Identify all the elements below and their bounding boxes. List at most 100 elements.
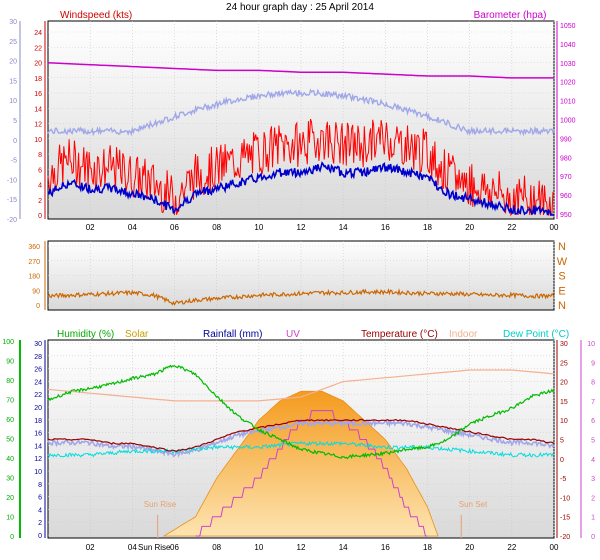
x-tick-label-bottom: 02 (86, 543, 95, 552)
rain-tick-label: 18 (34, 418, 42, 425)
baro-tick-label: 1020 (560, 80, 576, 87)
baro-tick-label: 1010 (560, 99, 576, 106)
rain-tick-label: 8 (38, 482, 42, 489)
data-series (47, 62, 555, 538)
uv-tick-label: 5 (591, 438, 595, 445)
uv-tick-label: 3 (591, 476, 595, 483)
wind-tick-label: 24 (34, 30, 42, 37)
x-tick-label-top: 00 (550, 223, 559, 232)
legend-uv: UV (286, 329, 300, 340)
wind-tick-label: 12 (34, 122, 42, 129)
temp-tick-label: 5 (560, 438, 564, 445)
x-tick-label-top: 18 (423, 223, 432, 232)
direction-tick-label: 360 (28, 244, 40, 251)
uv-tick-label: 2 (591, 495, 595, 502)
wind-outer-tick-label: 5 (13, 118, 17, 125)
x-tick-label-bottom: 20 (465, 543, 474, 552)
wind-tick-label: 10 (34, 137, 42, 144)
x-tick-label-bottom: 00 (550, 543, 559, 552)
humidity-tick-label: 0 (10, 534, 14, 541)
humidity-tick-label: 90 (6, 359, 14, 366)
baro-tick-label: 960 (560, 193, 572, 200)
uv-tick-label: 4 (591, 457, 595, 464)
rain-tick-label: 4 (38, 507, 42, 514)
rain-tick-label: 2 (38, 520, 42, 527)
wind-outer-tick-label: -5 (11, 158, 17, 165)
direction-tick-label: 0 (36, 303, 40, 310)
humidity-tick-label: 70 (6, 398, 14, 405)
x-tick-label-top: 04 (128, 223, 137, 232)
wind-tick-label: 6 (38, 167, 42, 174)
x-tick-label-bottom: 16 (381, 543, 390, 552)
x-tick-label-bottom: 04 (128, 543, 137, 552)
temp-tick-label: -20 (560, 534, 570, 541)
wind-tick-label: 0 (38, 213, 42, 220)
temp-tick-label: 0 (560, 457, 564, 464)
rain-tick-label: 24 (34, 379, 42, 386)
humidity-tick-label: 20 (6, 495, 14, 502)
uv-tick-label: 1 (591, 515, 595, 522)
rain-tick-label: 14 (34, 443, 42, 450)
x-tick-sunrise-label: Sun Rise (138, 543, 171, 552)
x-tick-label-bottom: 22 (507, 543, 516, 552)
x-tick-label-bottom: 12 (297, 543, 306, 552)
humidity-tick-label: 30 (6, 476, 14, 483)
wind-outer-tick-label: 30 (9, 19, 17, 26)
rain-tick-label: 0 (38, 533, 42, 540)
legend-temperature: Temperature (°C) (361, 329, 438, 340)
x-tick-label-top: 10 (254, 223, 263, 232)
baro-tick-label: 990 (560, 136, 572, 143)
direction-tick-label: 90 (32, 288, 40, 295)
rain-tick-label: 10 (34, 469, 42, 476)
direction-tick-label: 180 (28, 274, 40, 281)
baro-tick-label: 1040 (560, 42, 576, 49)
temp-tick-label: 25 (560, 360, 568, 367)
x-tick-label-top: 14 (339, 223, 348, 232)
sunrise-marker-label: Sun Rise (144, 500, 177, 509)
wind-tick-label: 8 (38, 152, 42, 159)
baro-axis-label: Barometer (hpa) (474, 10, 547, 21)
x-tick-label-bottom: 10 (254, 543, 263, 552)
humidity-tick-label: 10 (6, 515, 14, 522)
x-tick-label-top: 06 (170, 223, 179, 232)
baro-tick-label: 970 (560, 174, 572, 181)
wind-outer-tick-label: 10 (9, 98, 17, 105)
wind-outer-tick-label: -20 (7, 217, 17, 224)
temp-tick-label: 10 (560, 418, 568, 425)
x-tick-label-top: 16 (381, 223, 390, 232)
rain-tick-label: 30 (34, 341, 42, 348)
series-barometer (47, 62, 554, 79)
rain-tick-label: 6 (38, 495, 42, 502)
uv-tick-label: 7 (591, 399, 595, 406)
humidity-tick-label: 40 (6, 456, 14, 463)
legend-humidity: Humidity (%) (57, 329, 114, 340)
series-dewpoint (47, 440, 555, 458)
x-tick-label-top: 22 (507, 223, 516, 232)
temp-tick-label: -5 (560, 476, 566, 483)
x-tick-label-top: 02 (86, 223, 95, 232)
rain-tick-label: 12 (34, 456, 42, 463)
wind-tick-label: 18 (34, 76, 42, 83)
temp-tick-label: 20 (560, 380, 568, 387)
compass-label: N (558, 241, 566, 253)
wind-tick-label: 22 (34, 45, 42, 52)
uv-tick-label: 0 (591, 534, 595, 541)
humidity-tick-label: 50 (6, 437, 14, 444)
series-indoor (47, 369, 555, 402)
wind-outer-tick-label: -15 (7, 197, 17, 204)
wind-outer-tick-label: 0 (13, 138, 17, 145)
wind-tick-label: 14 (34, 106, 42, 113)
series-temperature (47, 418, 555, 452)
temp-tick-label: 30 (560, 341, 568, 348)
series-wind-average (47, 161, 554, 216)
humidity-tick-label: 60 (6, 417, 14, 424)
uv-tick-label: 9 (591, 360, 595, 367)
x-tick-label-bottom: 08 (212, 543, 221, 552)
wind-outer-tick-label: 15 (9, 78, 17, 85)
uv-tick-label: 8 (591, 380, 595, 387)
baro-tick-label: 1050 (560, 23, 576, 30)
compass-label: W (557, 256, 568, 268)
x-tick-label-top: 12 (297, 223, 306, 232)
